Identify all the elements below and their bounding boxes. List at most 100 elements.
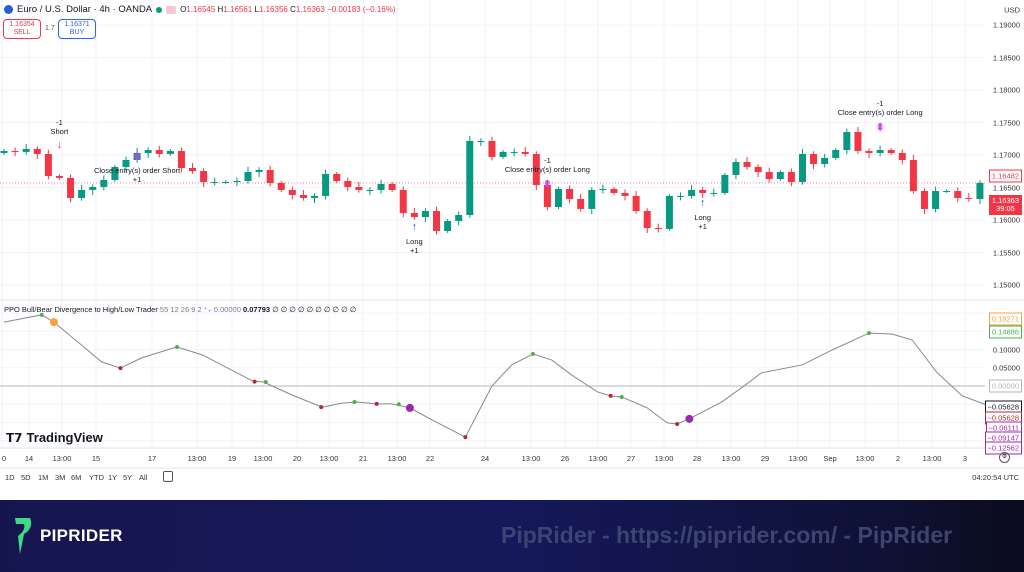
- time-axis-label: 0: [1, 454, 7, 463]
- candle-bearish: [344, 181, 352, 187]
- candle-bullish: [111, 166, 119, 180]
- market-open-icon: [156, 6, 163, 13]
- divergence-dot: [608, 393, 613, 398]
- price-axis-label: 1.17500: [992, 118, 1020, 127]
- indicator-legend[interactable]: PPO Bull/Bear Divergence to High/Low Tra…: [4, 305, 357, 314]
- candle-bullish: [710, 192, 718, 194]
- sell-button[interactable]: 1.16354 SELL: [3, 19, 41, 39]
- candle-bearish: [266, 169, 274, 183]
- candle-bearish: [887, 149, 895, 153]
- watermark: PipRider - https://piprider.com/ - PipRi…: [501, 522, 953, 548]
- candle-bullish: [721, 174, 729, 193]
- time-axis-label: 19: [227, 454, 237, 463]
- tradingview-logo: 𝗧𝟳 TradingView: [6, 430, 103, 445]
- indicator-value-tag: 0.14886: [988, 325, 1022, 339]
- candle-bullish: [222, 181, 230, 183]
- buy-button[interactable]: 1.16371 BUY: [58, 19, 96, 39]
- candle-bearish: [532, 153, 540, 185]
- candle-bearish: [521, 151, 529, 154]
- time-axis-label: 13:00: [721, 454, 741, 463]
- time-axis-label: 26: [560, 454, 570, 463]
- symbol-title[interactable]: Euro / U.S. Dollar · 4h · OANDA: [17, 4, 153, 15]
- indicator-settings-icon[interactable]: ⁺₊: [203, 305, 214, 314]
- long-arrow-icon: ↑: [699, 196, 706, 209]
- divergence-dot: [118, 366, 123, 371]
- annotation-text: Close entry(s) order Short: [93, 165, 181, 175]
- candle-bearish: [765, 171, 773, 179]
- candle-bullish: [133, 152, 141, 161]
- divergence-dot: [252, 379, 257, 384]
- trade-annotation: -1 Close entry(s) order Long: [505, 156, 590, 174]
- divergence-dot: [530, 351, 535, 356]
- candle-bearish: [288, 189, 296, 195]
- long-arrow-icon: ↑: [411, 221, 418, 233]
- candle-bearish: [632, 195, 640, 211]
- annotation-text: Short: [50, 126, 69, 136]
- time-axis-label: 13:00: [588, 454, 608, 463]
- candle-bearish: [577, 199, 585, 209]
- time-axis-label: 20: [292, 454, 302, 463]
- time-axis-label: 15: [91, 454, 101, 463]
- time-axis-label: 13:00: [253, 454, 273, 463]
- annotation-text: +1: [132, 174, 142, 184]
- range-button-ytd[interactable]: YTD: [89, 473, 104, 482]
- piprider-logo-icon: [15, 518, 32, 554]
- divergence-dot: [263, 379, 268, 384]
- candle-bullish: [499, 151, 507, 157]
- candle-bearish: [743, 161, 751, 167]
- range-button-1y[interactable]: 1Y: [108, 473, 118, 482]
- trade-annotation: Close entry(s) order Short +1: [94, 166, 180, 184]
- currency-selector[interactable]: USD: [1004, 5, 1020, 15]
- candle-bullish: [366, 189, 374, 191]
- candle-bullish: [322, 173, 330, 196]
- candle-bearish: [355, 186, 363, 190]
- range-button-5d[interactable]: 5D: [21, 473, 31, 482]
- price-axis-label: 1.16000: [992, 215, 1020, 225]
- calendar-icon[interactable]: [163, 471, 173, 482]
- candle-bearish: [954, 191, 962, 198]
- candle-bullish: [244, 171, 252, 181]
- candle-bullish: [510, 151, 518, 153]
- candle-bearish: [399, 189, 407, 213]
- time-axis-label: 13:00: [521, 454, 541, 463]
- candle-bearish: [754, 166, 762, 172]
- time-axis-label: 27: [626, 454, 636, 463]
- indicator-axis-label: 0.10000: [992, 345, 1020, 354]
- divergence-dot: [39, 312, 44, 317]
- candle-bullish: [377, 183, 385, 190]
- price-axis-label: 1.17000: [992, 150, 1020, 160]
- range-button-6m[interactable]: 6M: [71, 473, 82, 482]
- time-axis-label: 29: [760, 454, 770, 463]
- candle-bearish: [965, 197, 973, 200]
- candle-bearish: [566, 188, 574, 200]
- chart-canvas[interactable]: [0, 0, 1024, 500]
- candle-bullish: [211, 181, 219, 183]
- annotation-text: -1: [56, 117, 63, 127]
- divergence-dot: [463, 435, 468, 440]
- range-button-1d[interactable]: 1D: [5, 473, 15, 482]
- candle-bullish: [455, 214, 463, 221]
- ppo-line: [3, 314, 987, 438]
- range-button-5y[interactable]: 5Y: [123, 473, 133, 482]
- candle-bullish: [821, 157, 829, 164]
- divergence-dot: [352, 400, 357, 405]
- range-button-3m[interactable]: 3M: [55, 473, 66, 482]
- candle-bullish: [421, 210, 429, 218]
- candle-bullish: [78, 189, 86, 198]
- candle-bearish: [67, 177, 75, 198]
- axis-settings-icon[interactable]: ⚙: [999, 452, 1010, 463]
- candle-bullish: [255, 169, 263, 172]
- indicator-axis-label: 0.05000: [992, 363, 1020, 373]
- candle-bearish: [898, 152, 906, 161]
- clock: 04:20:54 UTC: [972, 473, 1019, 482]
- candle-bullish: [100, 179, 108, 187]
- range-button-1m[interactable]: 1M: [38, 473, 49, 482]
- candle-bullish: [588, 189, 596, 209]
- candle-bullish: [89, 186, 97, 190]
- candle-bullish: [166, 150, 174, 154]
- candle-bearish: [643, 210, 651, 228]
- candle-bearish: [388, 183, 396, 190]
- candle-bearish: [488, 140, 496, 157]
- range-button-all[interactable]: All: [139, 473, 148, 482]
- close-short-arrow-icon: ⇟: [132, 150, 142, 163]
